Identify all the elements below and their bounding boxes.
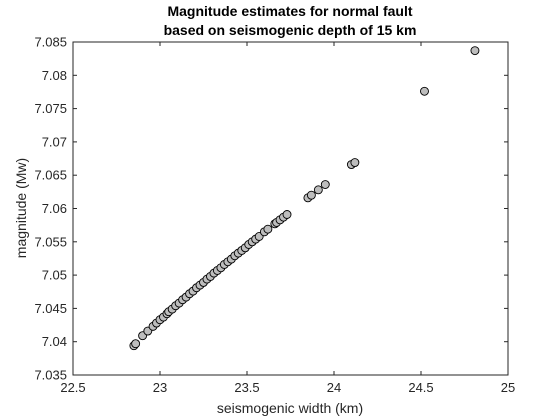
x-tick-label: 25 (501, 380, 515, 395)
y-axis-label: magnitude (Mw) (13, 158, 29, 258)
x-axis-label: seismogenic width (km) (217, 400, 363, 416)
y-axis: 7.035 7.04 7.045 7.05 7.055 7.06 7.065 7.07 7.07… (34, 35, 508, 383)
data-points (129, 46, 480, 351)
y-tick-label: 7.08 (42, 68, 67, 83)
y-tick-label: 7.07 (42, 134, 67, 149)
y-tick-label: 7.05 (42, 268, 67, 283)
chart-title-line-2: based on seismogenic depth of 15 km (164, 22, 417, 38)
data-point (350, 158, 360, 167)
x-tick-label: 24 (327, 380, 341, 395)
x-tick-label: 24.5 (408, 380, 433, 395)
y-tick-label: 7.045 (34, 301, 67, 316)
y-tick-label: 7.065 (34, 168, 67, 183)
data-point (306, 190, 316, 200)
data-point (320, 180, 330, 189)
chart-title-line-1: Magnitude estimates for normal fault (167, 3, 412, 19)
y-tick-label: 7.035 (34, 368, 67, 383)
x-tick-label: 22.5 (60, 380, 85, 395)
y-tick-label: 7.04 (42, 334, 67, 349)
y-tick-label: 7.075 (34, 101, 67, 116)
y-tick-label: 7.055 (34, 234, 67, 249)
y-tick-label: 7.085 (34, 35, 67, 50)
x-axis: 22.5 23 23.5 24 24.5 25 (60, 42, 515, 395)
data-point (131, 339, 141, 349)
data-point (282, 210, 292, 219)
data-point (263, 224, 273, 234)
data-point (313, 185, 323, 195)
data-point (470, 46, 480, 56)
plot-area (72, 41, 509, 376)
y-tick-label: 7.06 (42, 201, 67, 216)
x-tick-label: 23 (153, 380, 167, 395)
data-point (420, 86, 429, 96)
x-tick-label: 23.5 (234, 380, 259, 395)
plot-frame (72, 41, 509, 376)
